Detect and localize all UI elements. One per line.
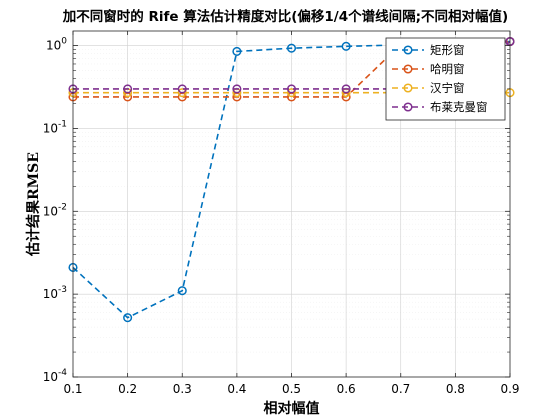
legend-label-0: 矩形窗 bbox=[430, 43, 465, 57]
x-tick-label: 0.2 bbox=[118, 382, 137, 396]
x-tick-label: 0.5 bbox=[282, 382, 301, 396]
x-tick-label: 0.7 bbox=[391, 382, 410, 396]
legend-label-1: 哈明窗 bbox=[430, 62, 465, 76]
x-tick-label: 0.9 bbox=[500, 382, 519, 396]
x-tick-label: 0.4 bbox=[227, 382, 246, 396]
chart-title: 加不同窗时的 Rife 算法估计精度对比(偏移1/4个谱线间隔;不同相对幅值) bbox=[62, 8, 508, 25]
x-tick-label: 0.8 bbox=[446, 382, 465, 396]
legend-label-2: 汉宁窗 bbox=[430, 81, 465, 95]
y-axis-label: 估计结果RMSE bbox=[25, 152, 42, 257]
x-tick-label: 0.3 bbox=[173, 382, 192, 396]
x-tick-label: 0.6 bbox=[337, 382, 356, 396]
x-tick-label: 0.1 bbox=[63, 382, 82, 396]
x-axis-label: 相对幅值 bbox=[264, 400, 320, 417]
legend-label-3: 布莱克曼窗 bbox=[430, 100, 488, 114]
